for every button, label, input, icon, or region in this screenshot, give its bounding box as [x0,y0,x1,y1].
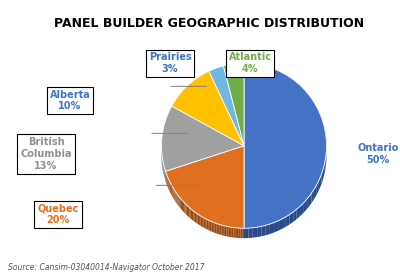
Polygon shape [194,211,195,222]
Polygon shape [171,184,172,196]
Polygon shape [199,215,201,226]
Polygon shape [223,226,225,236]
Polygon shape [244,228,248,238]
Polygon shape [208,220,210,231]
Polygon shape [237,228,239,238]
Text: Prairies
3%: Prairies 3% [149,53,191,74]
Wedge shape [244,63,326,228]
Polygon shape [201,216,202,227]
Polygon shape [266,224,270,235]
Polygon shape [210,221,212,232]
Polygon shape [174,190,176,202]
Polygon shape [202,217,204,228]
Polygon shape [300,203,303,216]
Polygon shape [182,200,183,211]
Polygon shape [204,218,205,229]
Polygon shape [216,224,218,234]
Text: Alberta
10%: Alberta 10% [50,90,90,111]
Polygon shape [178,196,180,207]
Polygon shape [322,170,323,184]
Polygon shape [166,173,167,185]
Polygon shape [314,186,316,199]
Polygon shape [282,217,286,229]
Polygon shape [274,221,278,232]
Polygon shape [270,222,274,234]
Polygon shape [306,197,309,210]
Polygon shape [167,176,168,188]
Polygon shape [290,212,293,224]
Polygon shape [188,206,189,218]
Wedge shape [162,106,244,171]
Polygon shape [186,204,187,215]
Polygon shape [207,219,208,230]
Polygon shape [212,222,213,232]
Polygon shape [297,206,300,219]
Polygon shape [262,225,266,236]
Wedge shape [209,66,244,146]
Polygon shape [235,228,237,238]
Polygon shape [278,219,282,231]
Polygon shape [213,222,215,233]
Polygon shape [309,193,312,207]
Polygon shape [293,209,297,222]
Wedge shape [172,71,244,146]
Polygon shape [303,200,306,213]
Polygon shape [191,209,192,220]
Polygon shape [184,203,186,214]
Title: PANEL BUILDER GEOGRAPHIC DISTRIBUTION: PANEL BUILDER GEOGRAPHIC DISTRIBUTION [54,17,364,31]
Polygon shape [325,130,326,145]
Polygon shape [318,178,320,192]
Polygon shape [228,227,230,237]
Text: Quebec
20%: Quebec 20% [37,204,79,225]
Polygon shape [183,201,184,213]
Polygon shape [323,165,324,180]
Polygon shape [248,228,253,238]
Polygon shape [192,210,194,221]
Polygon shape [198,214,199,225]
Polygon shape [240,228,242,238]
Wedge shape [224,63,244,146]
Polygon shape [257,226,262,237]
Polygon shape [205,219,207,229]
Polygon shape [226,226,228,237]
Polygon shape [325,157,326,171]
Polygon shape [220,225,222,235]
Polygon shape [170,183,171,194]
Text: Source: Cansim-03040014-Navigator October 2017: Source: Cansim-03040014-Navigator Octobe… [8,263,204,271]
Text: British
Columbia
13%: British Columbia 13% [20,138,72,170]
Polygon shape [181,199,182,210]
Polygon shape [189,208,191,219]
Polygon shape [196,213,198,224]
Polygon shape [324,161,325,175]
Polygon shape [187,205,188,216]
Polygon shape [239,228,240,238]
Polygon shape [180,197,181,209]
Polygon shape [253,227,257,238]
Text: Ontario
50%: Ontario 50% [357,143,399,165]
Text: Atlantic
4%: Atlantic 4% [228,53,272,74]
Polygon shape [222,225,223,235]
Polygon shape [225,226,226,236]
Polygon shape [316,182,318,196]
Polygon shape [234,228,235,238]
Polygon shape [312,189,314,203]
Polygon shape [242,228,244,238]
Polygon shape [232,227,234,238]
Polygon shape [173,187,174,199]
Polygon shape [195,212,196,223]
Polygon shape [169,180,170,191]
Polygon shape [168,178,169,189]
Polygon shape [230,227,232,237]
Polygon shape [320,174,322,188]
Polygon shape [215,223,216,233]
Polygon shape [286,214,290,227]
Wedge shape [166,146,244,228]
Polygon shape [172,186,173,197]
Polygon shape [176,193,178,205]
Polygon shape [218,224,220,235]
